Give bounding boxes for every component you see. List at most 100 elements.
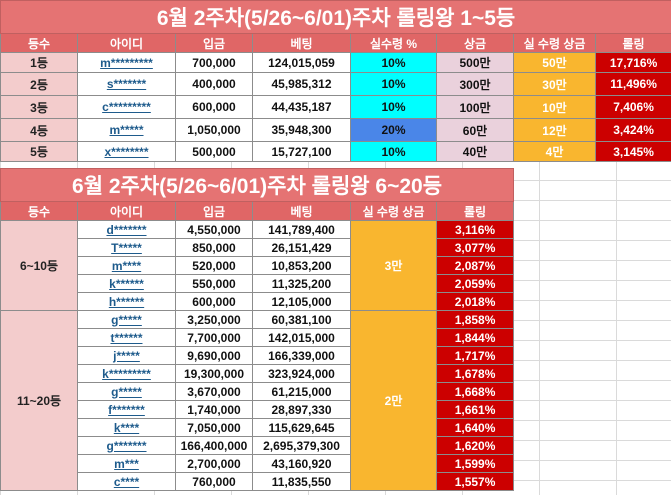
- rate-cell: 10%: [350, 141, 437, 162]
- deposit-cell: 3,250,000: [175, 310, 253, 329]
- user-id-link[interactable]: k****: [113, 420, 140, 435]
- deposit-cell: 500,000: [175, 141, 253, 162]
- rolling-cell: 1,599%: [435, 454, 515, 473]
- real-prize-cell: 30만: [513, 72, 596, 96]
- bet-cell: 60,381,100: [252, 310, 351, 329]
- rank-group-6-10: 6~10등: [0, 220, 78, 311]
- user-id-link[interactable]: k******: [109, 276, 144, 291]
- rank-cell: 5등: [0, 141, 78, 162]
- real-prize-cell: 50만: [513, 52, 596, 73]
- bet-cell: 141,789,400: [252, 220, 351, 239]
- deposit-cell: 600,000: [175, 292, 253, 311]
- user-id-cell: m*****: [77, 118, 176, 142]
- user-id-cell: s*******: [77, 72, 176, 96]
- user-id-cell: g*****: [77, 310, 176, 329]
- rolling-cell: 1,678%: [435, 364, 515, 383]
- deposit-cell: 550,000: [175, 274, 253, 293]
- bet-cell: 45,985,312: [252, 72, 351, 96]
- bet-cell: 43,160,920: [252, 454, 351, 473]
- header-rank: 등수: [0, 33, 78, 53]
- header-real-prize: 실 수령 상금: [513, 33, 596, 53]
- user-id-link[interactable]: T*****: [111, 240, 142, 255]
- user-id-cell: t******: [77, 328, 176, 347]
- bet-cell: 12,105,000: [252, 292, 351, 311]
- rolling-cell: 2,059%: [435, 274, 515, 293]
- user-id-link[interactable]: t******: [110, 330, 143, 345]
- deposit-cell: 760,000: [175, 472, 253, 491]
- deposit-cell: 600,000: [175, 95, 253, 119]
- header-id: 아이디: [77, 33, 176, 53]
- user-id-link[interactable]: g*******: [106, 438, 147, 453]
- user-id-link[interactable]: c*********: [102, 100, 151, 114]
- bet-cell: 2,695,379,300: [252, 436, 351, 455]
- bet-cell: 142,015,000: [252, 328, 351, 347]
- rate-cell: 10%: [350, 95, 437, 119]
- header-rolling: 롤링: [594, 33, 671, 53]
- user-id-link[interactable]: f*******: [108, 402, 145, 417]
- user-id-link[interactable]: m***: [114, 456, 139, 471]
- rank-cell: 2등: [0, 72, 78, 96]
- header-deposit: 입금: [175, 33, 253, 53]
- table-row: m*** 2,700,000 43,160,920 1,599%: [1, 454, 515, 473]
- rolling-cell: 3,145%: [594, 141, 671, 162]
- rate-cell: 10%: [350, 72, 437, 96]
- rate-cell: 10%: [350, 52, 437, 73]
- user-id-link[interactable]: h******: [108, 294, 145, 309]
- bet-cell: 115,629,645: [252, 418, 351, 437]
- deposit-cell: 850,000: [175, 238, 253, 257]
- bet-cell: 35,948,300: [252, 118, 351, 142]
- table1-title: 6월 2주차(5/26~6/01)주차 롤링왕 1~5등: [0, 0, 671, 34]
- table-row: k****** 550,000 11,325,200 2,059%: [1, 274, 515, 293]
- user-id-link[interactable]: d*******: [106, 222, 147, 237]
- prize-cell: 40만: [436, 141, 514, 162]
- rolling-cell: 1,620%: [435, 436, 515, 455]
- rolling-king-top5-table: 6월 2주차(5/26~6/01)주차 롤링왕 1~5등 등수 아이디 입금 베…: [0, 0, 671, 162]
- user-id-cell: c*********: [77, 95, 176, 119]
- user-id-cell: g*******: [77, 436, 176, 455]
- user-id-cell: f*******: [77, 400, 176, 419]
- user-id-link[interactable]: g*****: [111, 384, 142, 399]
- bet-cell: 26,151,429: [252, 238, 351, 257]
- bet-cell: 10,853,200: [252, 256, 351, 275]
- table-row: k********* 19,300,000 323,924,000 1,678%: [1, 364, 515, 383]
- table2-title: 6월 2주차(5/26~6/01)주차 롤링왕 6~20등: [0, 168, 515, 202]
- table-row: j***** 9,690,000 166,339,000 1,717%: [1, 346, 515, 365]
- bet-cell: 11,325,200: [252, 274, 351, 293]
- user-id-link[interactable]: m*****: [109, 123, 144, 137]
- rolling-cell: 1,844%: [435, 328, 515, 347]
- table-row: c**** 760,000 11,835,550 1,557%: [1, 472, 515, 491]
- rolling-cell: 7,406%: [594, 95, 671, 119]
- user-id-link[interactable]: g*****: [111, 312, 142, 327]
- user-id-cell: k******: [77, 274, 176, 293]
- user-id-cell: m*********: [77, 52, 176, 73]
- user-id-cell: d*******: [77, 220, 176, 239]
- bet-cell: 323,924,000: [252, 364, 351, 383]
- user-id-link[interactable]: j*****: [113, 348, 140, 363]
- rolling-cell: 3,424%: [594, 118, 671, 142]
- user-id-link[interactable]: m****: [111, 258, 142, 273]
- deposit-cell: 9,690,000: [175, 346, 253, 365]
- user-id-cell: T*****: [77, 238, 176, 257]
- user-id-link[interactable]: c****: [113, 474, 140, 489]
- table-row: m**** 520,000 10,853,200 2,087%: [1, 256, 515, 275]
- user-id-link[interactable]: m*********: [100, 55, 153, 70]
- real-prize-group-11-20: 2만: [350, 310, 437, 491]
- deposit-cell: 7,700,000: [175, 328, 253, 347]
- user-id-link[interactable]: s*******: [106, 77, 147, 91]
- header-id: 아이디: [77, 201, 176, 221]
- deposit-cell: 4,550,000: [175, 220, 253, 239]
- bet-cell: 15,727,100: [252, 141, 351, 162]
- user-id-link[interactable]: x********: [104, 144, 149, 159]
- header-rolling: 롤링: [435, 201, 515, 221]
- user-id-link[interactable]: k*********: [102, 366, 151, 381]
- rank-cell: 4등: [0, 118, 78, 142]
- bet-cell: 166,339,000: [252, 346, 351, 365]
- rolling-cell: 1,557%: [435, 472, 515, 491]
- header-prize: 상금: [436, 33, 514, 53]
- deposit-cell: 3,670,000: [175, 382, 253, 401]
- header-bet: 베팅: [252, 33, 351, 53]
- bet-cell: 11,835,550: [252, 472, 351, 491]
- bet-cell: 61,215,000: [252, 382, 351, 401]
- real-prize-cell: 12만: [513, 118, 596, 142]
- user-id-cell: m***: [77, 454, 176, 473]
